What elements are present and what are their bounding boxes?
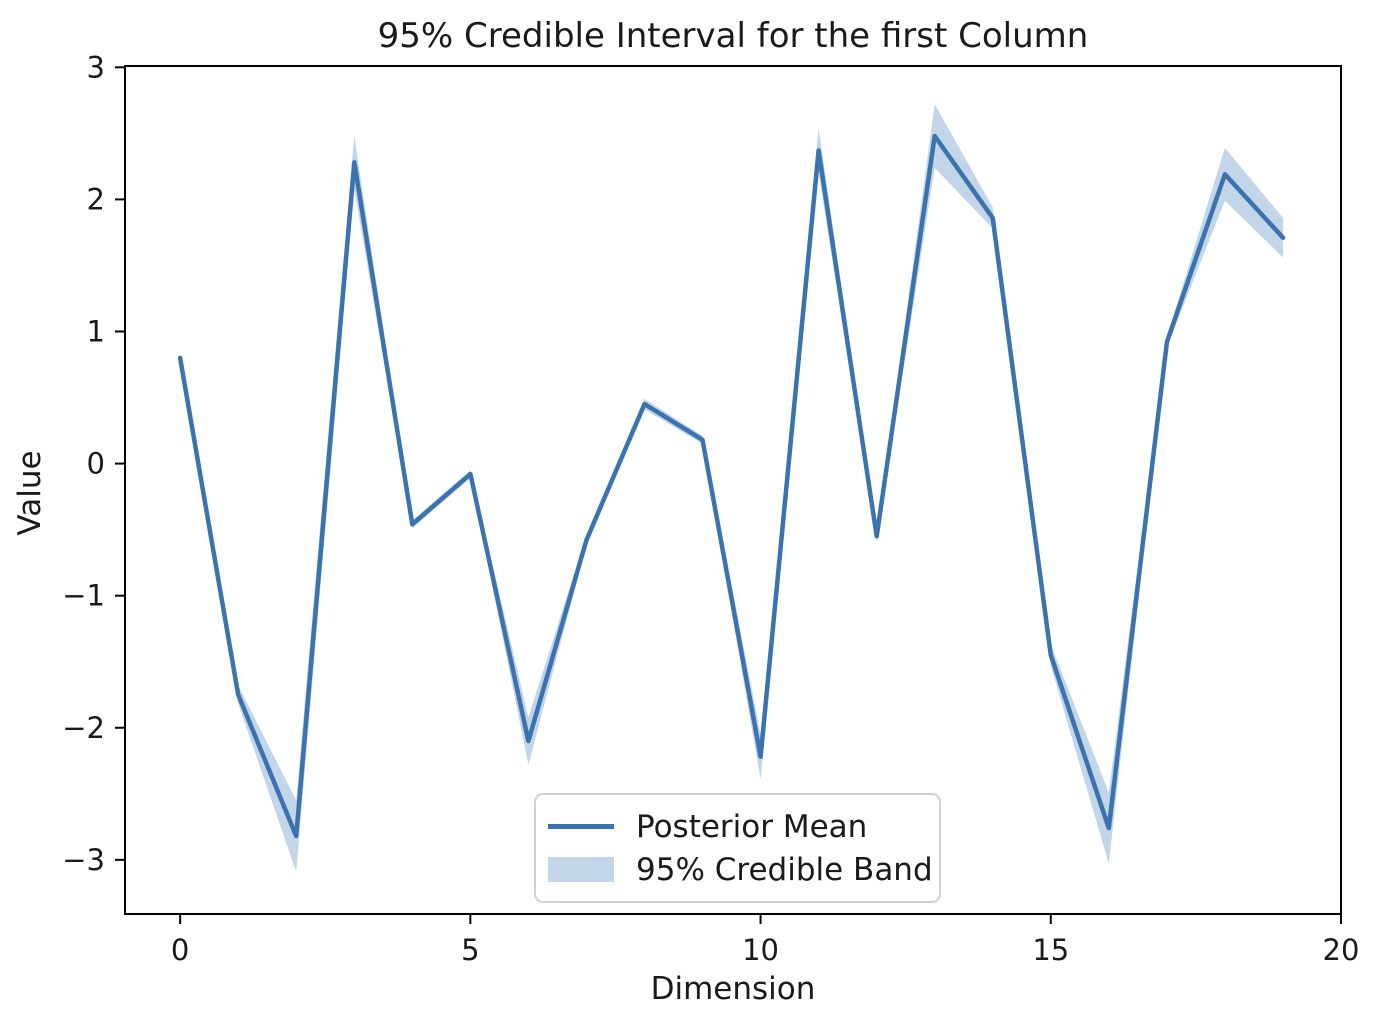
legend-label: 95% Credible Band xyxy=(636,851,933,888)
legend-line-swatch xyxy=(548,814,614,840)
legend: Posterior Mean 95% Credible Band xyxy=(534,793,941,903)
y-axis-label: Value xyxy=(12,450,48,536)
y-tick-label: 0 xyxy=(87,447,105,481)
legend-entry-posterior-mean: Posterior Mean xyxy=(548,809,929,845)
x-tick-label: 20 xyxy=(1323,933,1360,967)
chart-title: 95% Credible Interval for the first Colu… xyxy=(377,16,1089,56)
legend-entry-credible-band: 95% Credible Band xyxy=(548,852,933,888)
y-tick-label: 1 xyxy=(87,314,105,348)
x-tick-label: 10 xyxy=(742,933,779,967)
legend-patch-swatch xyxy=(548,857,614,883)
legend-label: Posterior Mean xyxy=(636,808,868,845)
y-tick-label: 3 xyxy=(87,50,105,84)
y-tick-label: 2 xyxy=(87,182,105,216)
axes-spines xyxy=(124,65,1342,915)
y-tick-label: −2 xyxy=(62,711,105,745)
x-tick-label: 15 xyxy=(1032,933,1069,967)
posterior-mean-line xyxy=(177,133,1286,839)
y-tick-label: −1 xyxy=(62,579,105,613)
y-tick-label: −3 xyxy=(62,843,105,877)
x-axis-label: Dimension xyxy=(650,971,816,1007)
x-tick-label: 0 xyxy=(171,933,189,967)
credible-band-area xyxy=(180,104,1284,872)
x-tick-label: 5 xyxy=(461,933,479,967)
